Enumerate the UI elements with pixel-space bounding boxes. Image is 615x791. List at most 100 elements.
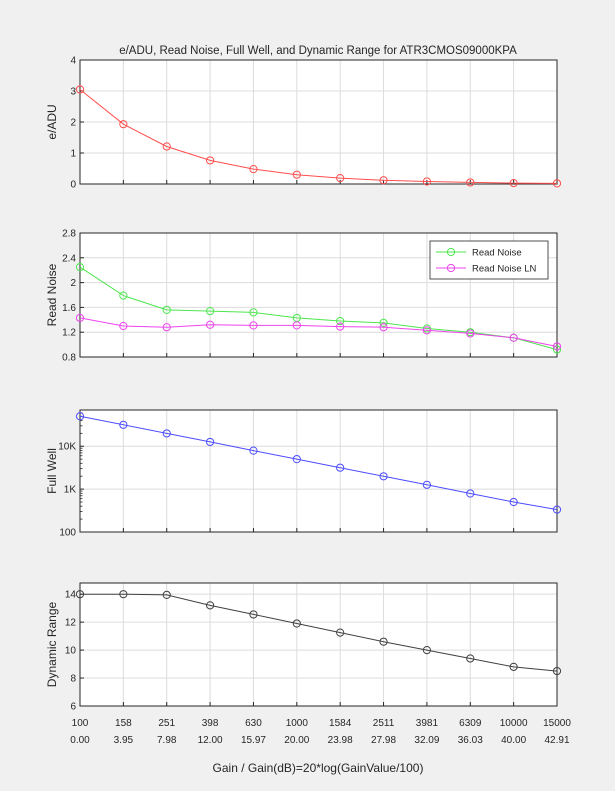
x-tick-label-db: 15.97 <box>241 735 266 746</box>
y-tick-label: 10 <box>65 646 77 657</box>
y-tick-label: 2.4 <box>62 253 76 264</box>
y-tick-label: 4 <box>70 56 76 67</box>
y-axis-label: Full Well <box>45 448 59 494</box>
legend-marker <box>446 247 456 257</box>
x-tick-label-gain: 6309 <box>459 718 482 729</box>
panel-4: 6 8 10 12 14 Dynamic Range <box>45 582 562 713</box>
y-tick-label: 1.2 <box>62 328 76 339</box>
data-point <box>379 472 388 481</box>
x-tick-label-db: 7.98 <box>157 735 177 746</box>
figure-title: e/ADU, Read Noise, Full Well, and Dynami… <box>119 45 517 57</box>
data-point <box>336 316 345 326</box>
x-tick-label-gain: 1000 <box>286 718 309 729</box>
x-tick-label-db: 42.91 <box>544 735 569 746</box>
data-point <box>509 178 518 188</box>
data-point <box>75 313 85 323</box>
y-tick-label: 1K <box>64 485 77 496</box>
y-tick-label: 1.6 <box>62 303 76 314</box>
y-tick-label: 2 <box>70 278 76 289</box>
x-tick-label-gain: 630 <box>245 718 262 729</box>
data-point <box>379 318 388 327</box>
data-point <box>292 170 301 179</box>
data-point <box>75 590 85 599</box>
data-point <box>249 446 258 455</box>
data-point <box>379 176 388 185</box>
data-point <box>552 345 562 354</box>
y-axis-label: Dynamic Range <box>45 601 59 687</box>
legend-box <box>429 240 549 280</box>
data-point <box>205 320 215 329</box>
data-point <box>466 329 475 338</box>
data-point <box>119 291 128 300</box>
data-point <box>292 455 301 464</box>
data-point <box>249 308 258 317</box>
data-point <box>379 637 388 646</box>
data-point <box>205 307 215 316</box>
x-tick-label-gain: 100 <box>72 718 89 729</box>
data-point <box>336 322 345 331</box>
axes-frame <box>79 409 558 533</box>
x-tick-label-gain: 15000 <box>543 718 571 729</box>
data-point <box>552 179 562 188</box>
data-point <box>552 342 562 351</box>
y-tick-label: 2 <box>70 118 76 129</box>
data-point <box>162 429 171 438</box>
data-point <box>422 326 432 335</box>
x-tick-label-gain: 251 <box>158 718 175 729</box>
data-point <box>466 489 475 498</box>
data-point <box>422 480 432 489</box>
data-point <box>162 142 171 151</box>
data-point <box>509 333 518 342</box>
data-point <box>422 177 432 186</box>
data-point <box>162 590 171 599</box>
x-tick-label-db: 12.00 <box>198 735 223 746</box>
data-point <box>205 601 215 610</box>
series-line-2 <box>79 317 558 347</box>
y-tick-label: 10K <box>58 442 76 453</box>
data-point <box>509 497 518 507</box>
data-point <box>336 628 345 637</box>
y-tick-label: 3 <box>70 87 76 98</box>
axes-frame <box>79 232 558 358</box>
x-tick-labels: 100 0.00 158 3.95 251 7.98 398 12.00 630 15.97 100… <box>70 718 571 746</box>
x-tick-label-gain: 398 <box>202 718 219 729</box>
x-tick-label-gain: 158 <box>115 718 132 729</box>
data-point <box>249 321 258 330</box>
legend: Read Noise Read Noise LN <box>429 240 549 280</box>
data-point <box>205 437 215 447</box>
x-tick-label-db: 36.03 <box>458 735 483 746</box>
series-line-1 <box>79 266 558 351</box>
data-point <box>466 654 475 663</box>
x-tick-label-db: 32.09 <box>414 735 439 746</box>
series-line-1 <box>79 89 558 184</box>
y-tick-label: 14 <box>65 590 77 601</box>
axes-frame <box>79 582 558 707</box>
y-tick-label: 100 <box>59 528 76 539</box>
data-point <box>552 666 562 676</box>
series-line-1 <box>79 415 558 511</box>
axes-frame <box>79 59 558 185</box>
data-point <box>466 178 475 187</box>
data-point <box>292 321 301 330</box>
data-point <box>119 120 128 129</box>
x-axis-label: Gain / Gain(dB)=20*log(GainValue/100) <box>213 761 424 775</box>
y-tick-label: 8 <box>70 674 76 685</box>
data-point <box>162 305 171 314</box>
data-point <box>249 610 258 619</box>
x-tick-label-gain: 3981 <box>416 718 439 729</box>
y-tick-label: 2.8 <box>62 229 76 240</box>
data-point <box>292 619 301 628</box>
data-point <box>75 85 85 94</box>
data-point <box>509 662 518 671</box>
legend-marker <box>446 263 456 273</box>
legend-label: Read Noise LN <box>472 264 537 275</box>
y-axis-label: Read Noise <box>45 263 59 326</box>
x-tick-label-db: 27.98 <box>371 735 396 746</box>
x-tick-label-db: 3.95 <box>114 735 134 746</box>
plot-area <box>80 410 557 532</box>
data-point <box>552 505 562 514</box>
y-tick-label: 12 <box>65 618 77 629</box>
x-tick-label-db: 40.00 <box>501 735 526 746</box>
